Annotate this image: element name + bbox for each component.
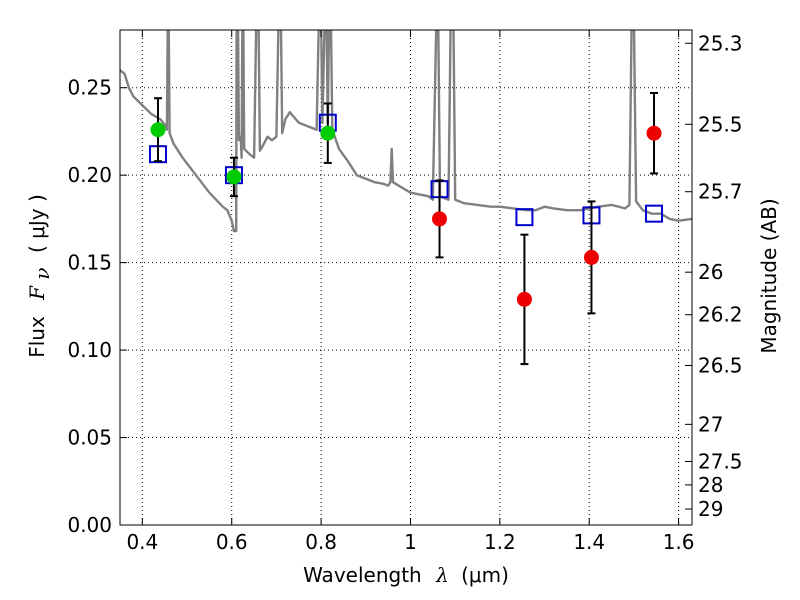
mag-tick-label: 29 <box>698 497 723 521</box>
mag-tick-label: 26.5 <box>698 353 743 377</box>
model-photometry-marker <box>515 208 534 227</box>
mag-tick-label: 28 <box>698 473 723 497</box>
x-axis-label-unit: (μm) <box>461 563 509 587</box>
mag-tick-label: 25.5 <box>698 112 743 136</box>
mag-tick-label: 25.3 <box>698 31 743 55</box>
observed-flux-marker <box>320 125 336 141</box>
y-tick-label: 0.10 <box>67 338 112 362</box>
observed-flux-marker <box>583 249 599 265</box>
x-tick-label: 0.6 <box>216 530 248 554</box>
plot-frame <box>119 29 693 526</box>
observed-flux-marker <box>150 122 166 138</box>
x-axis-label-text: Wavelength <box>303 563 422 587</box>
x-tick-label: 1.6 <box>663 530 695 554</box>
y2-axis-label: Magnitude (AB) <box>757 198 781 353</box>
x-tick-label: 1.2 <box>484 530 516 554</box>
y-tick-label: 0.15 <box>67 251 112 275</box>
spectrum-line <box>120 30 692 233</box>
mag-tick-label: 25.7 <box>698 180 743 204</box>
axes: 0.4 0.6 0.8 1 1.2 1.4 1.6 0.00 0.05 0.10 0.15 0.20 0… <box>67 29 743 554</box>
x-tick-label: 0.8 <box>305 530 337 554</box>
mag-tick-label: 26 <box>698 260 723 284</box>
y-axis-label-text: Flux <box>25 316 49 358</box>
mag-tick-label: 27.5 <box>698 449 743 473</box>
y-axis-label-unit: ( μJy ) <box>25 194 49 253</box>
mag-tick-label: 27 <box>698 412 723 436</box>
mag-tick-label: 26.2 <box>698 303 743 327</box>
x-tick-label: 1 <box>404 530 417 554</box>
x-axis-label: Wavelength λ (μm) <box>303 563 509 587</box>
y-axis-label-subscript: ν <box>30 267 54 279</box>
y-tick-label: 0.25 <box>67 76 112 100</box>
observed-flux-marker <box>432 211 448 227</box>
y-tick-label: 0.20 <box>67 163 112 187</box>
x-tick-label: 0.4 <box>126 530 158 554</box>
observed-flux-marker <box>226 169 242 185</box>
y-axis-label-symbol: F <box>25 285 49 301</box>
observed-flux-marker <box>516 291 532 307</box>
y-tick-label: 0.00 <box>67 513 112 537</box>
x-axis-label-symbol: λ <box>435 563 449 587</box>
x-tick-label: 1.4 <box>573 530 605 554</box>
model-photometry-marker <box>645 204 664 223</box>
plot-area <box>120 30 692 366</box>
observed-flux-marker <box>646 125 662 141</box>
y-axis-label: Flux F ν ( μJy ) <box>25 194 54 358</box>
y-tick-label: 0.05 <box>67 426 112 450</box>
